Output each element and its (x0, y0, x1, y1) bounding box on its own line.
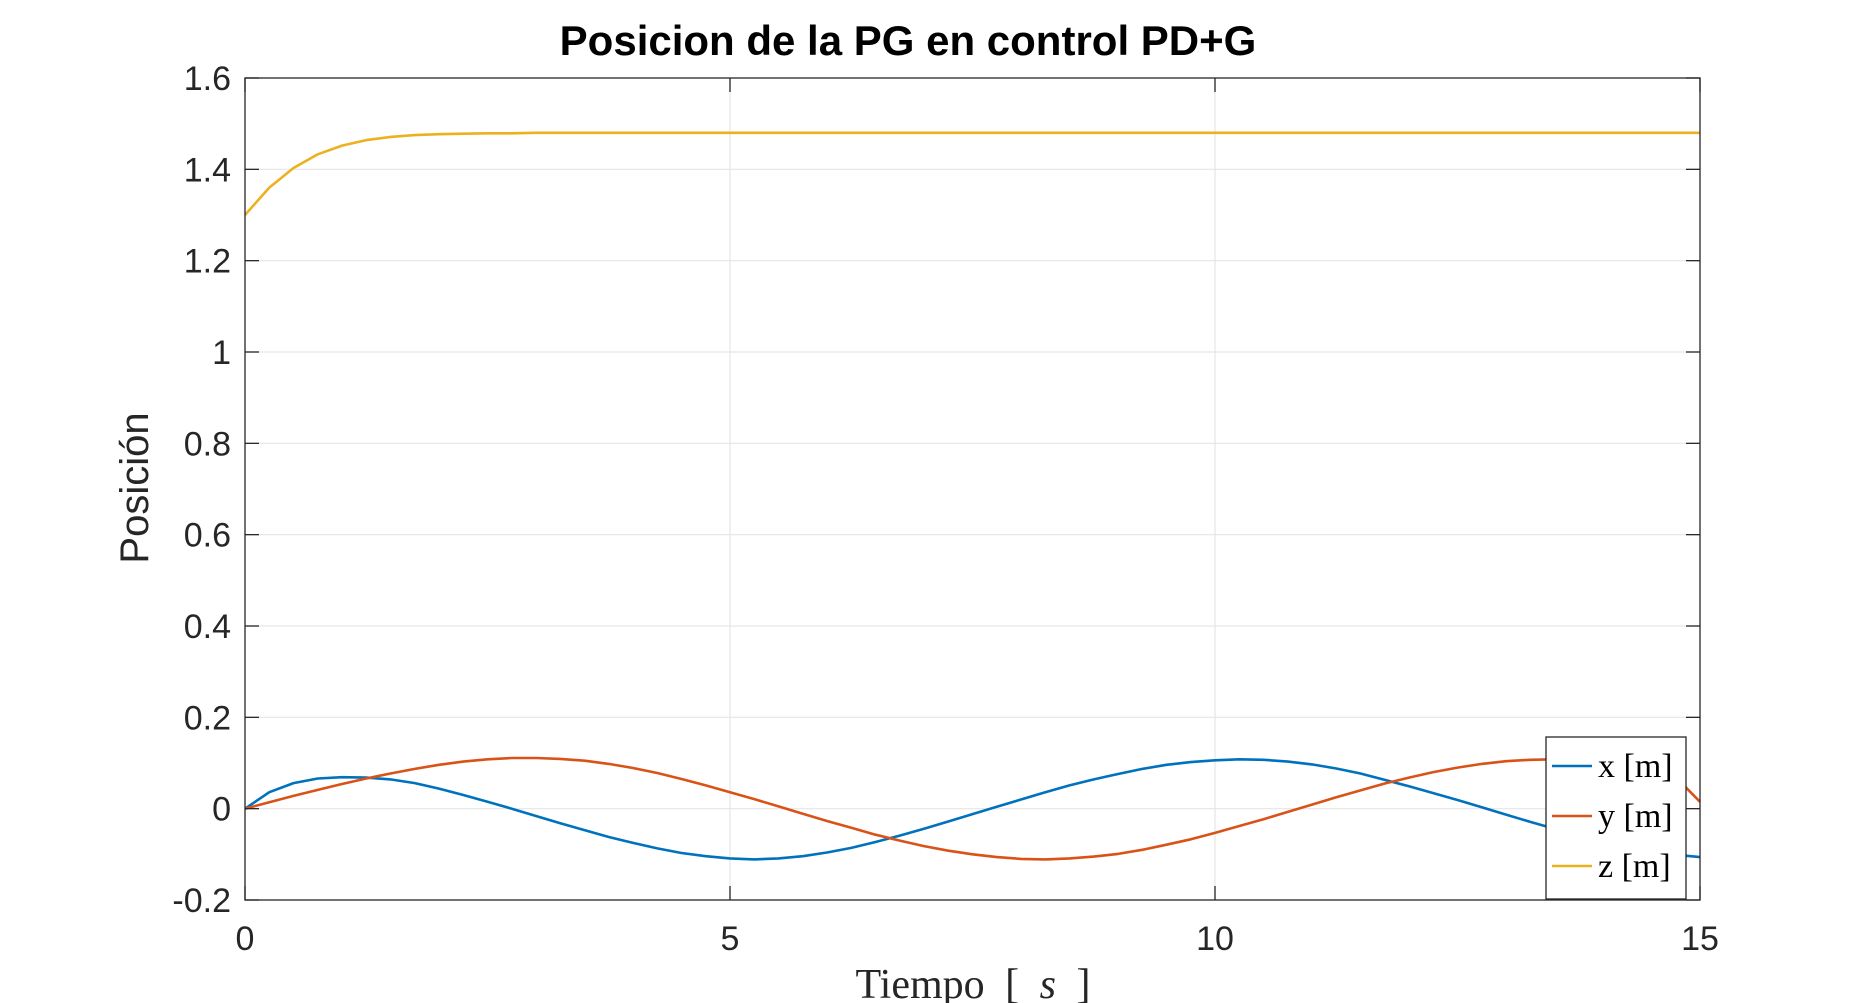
y-tick-label: 1.6 (184, 60, 231, 98)
legend-box (1545, 736, 1687, 900)
legend: x [m] y [m] z [m] (1545, 736, 1687, 900)
series-line (244, 131, 1700, 216)
y-tick-label: -0.2 (172, 882, 231, 920)
y-tick-label: 0.2 (184, 699, 231, 737)
x-tick-label: 0 (236, 920, 255, 958)
y-tick-label: 0 (212, 791, 231, 829)
x-axis-unit: s (1040, 962, 1056, 1003)
grid (245, 78, 1700, 900)
x-tick-label: 10 (1196, 920, 1234, 958)
ticks: 0 5 10 15-0.200.20.40.60.811.21.41.6 (172, 60, 1719, 958)
series-line (244, 757, 1701, 861)
y-tick-label: 0.8 (184, 425, 231, 463)
y-tick-label: 1.2 (184, 243, 231, 281)
axes-box (244, 77, 1701, 901)
y-tick-label: 1 (212, 334, 231, 372)
chart-title: Posicion de la PG en control PD+G (560, 17, 1257, 64)
legend-entry-label: y [m] (1598, 798, 1673, 835)
y-tick-label: 1.4 (184, 151, 231, 189)
y-tick-label: 0.6 (184, 517, 231, 555)
series-lines (244, 131, 1701, 861)
x-axis-label: Tiempo [ s ] (855, 962, 1090, 1003)
y-tick-label: 0.4 (184, 608, 231, 646)
x-tick-label: 15 (1681, 920, 1719, 958)
x-tick-label: 5 (721, 920, 740, 958)
legend-entry-label: x [m] (1598, 748, 1673, 785)
x-axis-unit-close: ] (1077, 962, 1091, 1003)
y-axis-label: Posición (113, 412, 157, 563)
legend-entry-label: z [m] (1598, 848, 1671, 885)
series-line (244, 756, 1701, 861)
x-axis-unit-open: [ (1005, 962, 1019, 1003)
x-axis-label-text: Tiempo (855, 962, 984, 1003)
